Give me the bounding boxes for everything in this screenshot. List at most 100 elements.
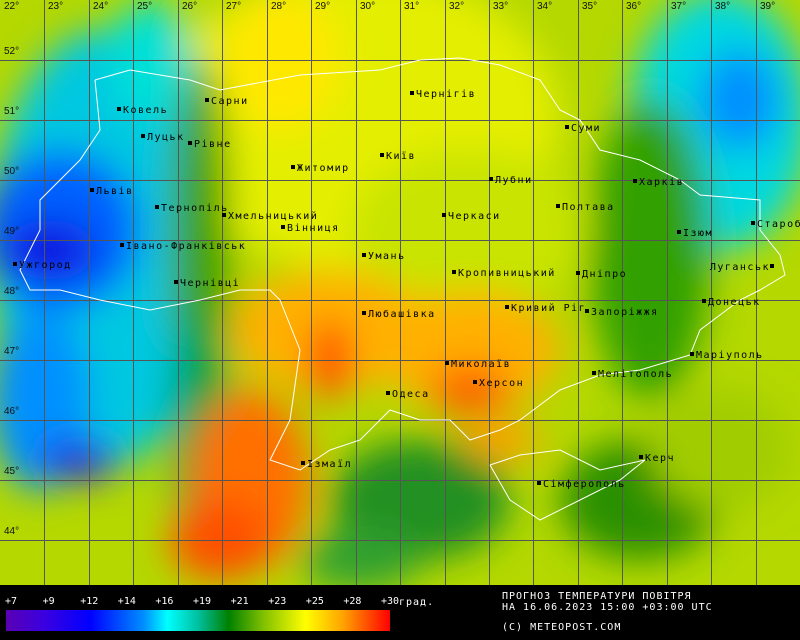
city-dot-icon [442, 213, 446, 217]
map-area: 22° 23° 24° 25° 26° 27° 28° 29° 30° 31° 32° 33° 34° 3… [0, 0, 800, 585]
city-marker: Мелітополь [592, 370, 673, 380]
city-marker: Харків [633, 178, 684, 188]
city-marker: Ужгород [13, 261, 72, 271]
city-marker: Любашівка [362, 310, 436, 320]
longitude-label: 27° [226, 1, 242, 12]
legend-tick: +23 [268, 596, 287, 607]
city-marker: Сімферополь [537, 480, 626, 490]
longitude-label: 37° [671, 1, 687, 12]
legend-tick: +12 [80, 596, 99, 607]
city-dot-icon [205, 98, 209, 102]
city-label: Ковель [123, 105, 169, 116]
city-dot-icon [386, 391, 390, 395]
city-marker: Керч [639, 454, 675, 464]
city-dot-icon [155, 205, 159, 209]
city-dot-icon [281, 225, 285, 229]
city-label: Хмельницький [228, 211, 319, 222]
city-dot-icon [702, 299, 706, 303]
city-label: Вінниця [287, 223, 340, 234]
city-marker: Чернігів [410, 90, 476, 100]
city-marker: Старобільськ [751, 220, 800, 230]
city-label: Лубни [495, 175, 533, 186]
city-dot-icon [117, 107, 121, 111]
longitude-label: 39° [760, 1, 776, 12]
longitude-label: 38° [715, 1, 731, 12]
longitude-label: 32° [449, 1, 465, 12]
city-label: Мелітополь [598, 369, 674, 380]
city-marker: Одеса [386, 390, 430, 400]
longitude-label: 36° [626, 1, 642, 12]
city-label: Запоріжжя [591, 307, 659, 318]
city-label: Старобільськ [757, 219, 800, 230]
city-dot-icon [222, 213, 226, 217]
latitude-label: 46° [4, 406, 20, 417]
city-label: Тернопіль [161, 203, 229, 214]
city-dot-icon [380, 153, 384, 157]
city-label: Маріуполь [696, 350, 764, 361]
city-marker: Житомир [291, 164, 350, 174]
city-marker: Ізюм [677, 229, 713, 239]
latitude-label: 44° [4, 526, 20, 537]
city-marker: Донецьк [702, 298, 761, 308]
city-marker: Полтава [556, 203, 615, 213]
city-dot-icon [188, 141, 192, 145]
longitude-label: 24° [93, 1, 109, 12]
city-label: Суми [571, 123, 602, 134]
legend-tick: +9 [42, 596, 55, 607]
city-label: Черкаси [448, 211, 501, 222]
city-dot-icon [537, 481, 541, 485]
longitude-label: 35° [582, 1, 598, 12]
city-marker: Запоріжжя [585, 308, 659, 318]
longitude-label: 26° [182, 1, 198, 12]
legend-tick: +30 [381, 596, 400, 607]
city-dot-icon [576, 271, 580, 275]
city-label: Житомир [297, 163, 350, 174]
legend-footer: +7 +9 +12 +14 +16 +19 +21 +23 +25 +28 +30 град. ПР… [0, 585, 800, 640]
legend-tick: +25 [305, 596, 324, 607]
longitude-label: 33° [493, 1, 509, 12]
legend-tick: +14 [117, 596, 136, 607]
city-label: Ужгород [19, 260, 72, 271]
copyright: (C) METEOPOST.COM [502, 622, 622, 633]
city-dot-icon [13, 262, 17, 266]
latitude-label: 51° [4, 106, 20, 117]
longitude-label: 23° [48, 1, 64, 12]
city-dot-icon [174, 280, 178, 284]
forecast-title: ПРОГНОЗ ТЕМПЕРАТУРИ ПОВІТРЯ [502, 591, 692, 602]
city-label: Полтава [562, 202, 615, 213]
legend-tick: +19 [193, 596, 212, 607]
city-marker: Сарни [205, 97, 249, 107]
city-label: Сарни [211, 96, 249, 107]
city-dot-icon [410, 91, 414, 95]
longitude-label: 34° [537, 1, 553, 12]
city-marker: Черкаси [442, 212, 501, 222]
city-dot-icon [690, 352, 694, 356]
city-label: Сімферополь [543, 479, 626, 490]
city-marker: Ізмаїл [301, 460, 352, 470]
city-marker: Рівне [188, 140, 232, 150]
city-label: Київ [386, 151, 417, 162]
latitude-label: 47° [4, 346, 20, 357]
city-dot-icon [677, 230, 681, 234]
city-dot-icon [565, 125, 569, 129]
city-marker: Дніпро [576, 270, 627, 280]
latitude-label: 52° [4, 46, 20, 57]
city-marker: Кропивницький [452, 269, 556, 279]
city-label: Одеса [392, 389, 430, 400]
latitude-label: 50° [4, 166, 20, 177]
city-dot-icon [556, 204, 560, 208]
city-marker: Чернівці [174, 279, 240, 289]
city-marker: Суми [565, 124, 601, 134]
city-label: Умань [368, 251, 406, 262]
city-dot-icon [751, 221, 755, 225]
legend-tick: +28 [343, 596, 362, 607]
city-label: Любашівка [368, 309, 436, 320]
city-marker: Ковель [117, 106, 168, 116]
city-marker: Луганськ [710, 263, 776, 273]
city-marker: Умань [362, 252, 406, 262]
city-marker: Львів [90, 187, 134, 197]
city-label: Донецьк [708, 297, 761, 308]
city-label: Луцьк [147, 132, 185, 143]
legend-tick: +16 [155, 596, 174, 607]
